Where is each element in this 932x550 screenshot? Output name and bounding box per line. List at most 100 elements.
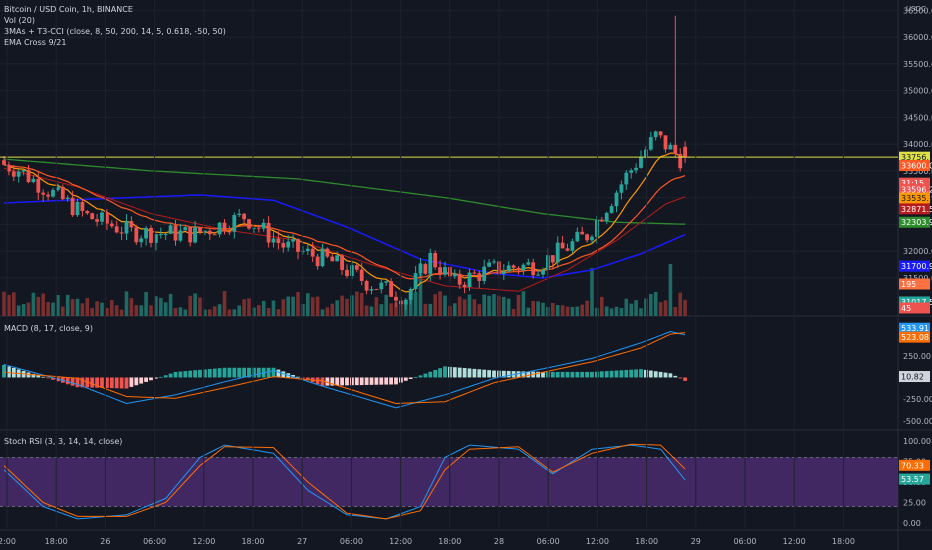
- candle-body: [129, 221, 134, 228]
- time-tick-label: 18:00: [45, 537, 68, 546]
- price-tick-label: 33500.00: [903, 167, 932, 176]
- candle-body: [403, 299, 408, 305]
- macd-histogram-bar: [320, 377, 325, 386]
- volume-bar: [477, 304, 482, 316]
- macd-histogram-bar: [536, 371, 540, 378]
- stoch-value-tag-bg: [899, 473, 930, 485]
- volume-bar: [678, 292, 682, 316]
- price-tick-label: 35000.00: [903, 87, 932, 96]
- indicator-ema-cross[interactable]: EMA Cross 9/21: [4, 38, 67, 47]
- volume-bar: [585, 300, 589, 316]
- volume-bar: [301, 304, 305, 316]
- ma100-line: [3, 194, 686, 279]
- stoch-legend[interactable]: Stoch RSI (3, 3, 14, 14, close): [4, 437, 123, 446]
- macd-histogram-bar: [2, 364, 6, 378]
- volume-bar: [95, 301, 99, 316]
- candle-body: [188, 227, 193, 243]
- macd-histogram-bar: [624, 369, 629, 378]
- macd-histogram-bar: [70, 377, 75, 386]
- candle-body: [31, 178, 36, 183]
- macd-histogram-bar: [604, 371, 609, 378]
- candle-body: [16, 171, 21, 177]
- volume-bar: [144, 292, 148, 316]
- time-tick-label: 06:00: [733, 537, 756, 546]
- macd-histogram-bar: [658, 371, 663, 378]
- macd-histogram-bar: [403, 377, 408, 381]
- macd-histogram-bar: [516, 371, 521, 378]
- price-tag-bg: [899, 192, 930, 204]
- volume-bar: [609, 308, 614, 316]
- price-tick-label: 36000.00: [903, 33, 932, 42]
- main-legend: Bitcoin / USD Coin, 1h, BINANCE Vol (20)…: [4, 4, 226, 48]
- macd-histogram-bar: [168, 373, 173, 378]
- currency-label: USDC: [906, 5, 926, 13]
- macd-histogram-bar: [281, 371, 286, 378]
- volume-bar: [526, 307, 531, 316]
- candle-body: [467, 272, 472, 288]
- candle-body: [614, 192, 619, 207]
- volume-bar: [541, 302, 545, 316]
- time-tick-label: 27: [297, 537, 307, 546]
- candle-body: [21, 170, 26, 172]
- volume-bar: [521, 291, 526, 316]
- macd-histogram-bar: [242, 367, 246, 378]
- macd-histogram-bar: [105, 377, 109, 389]
- candle-body: [158, 234, 163, 236]
- macd-histogram-bar: [345, 377, 349, 386]
- macd-histogram-bar: [418, 375, 423, 378]
- candle-body: [60, 186, 65, 200]
- candle-body: [296, 239, 300, 252]
- candle-body: [413, 273, 418, 289]
- macd-histogram-bar: [526, 371, 531, 378]
- volume-bar: [462, 299, 467, 316]
- time-tick-label: 29: [691, 537, 701, 546]
- candle-body: [41, 192, 46, 195]
- candle-body: [276, 238, 281, 243]
- volume-bar: [65, 294, 70, 316]
- candle-body: [501, 271, 506, 275]
- candle-body: [56, 186, 60, 190]
- macd-histogram-bar: [100, 377, 104, 388]
- candle-body: [570, 241, 575, 251]
- volume-bar: [281, 299, 286, 316]
- macd-histogram-bar: [369, 377, 374, 385]
- volume-bar: [492, 294, 496, 316]
- macd-histogram-bar: [565, 371, 570, 378]
- ma50-line: [3, 167, 686, 292]
- volume-bar: [325, 307, 330, 316]
- volume-tag: 45: [901, 304, 911, 313]
- macd-histogram-bar: [408, 377, 413, 379]
- candle-body: [256, 227, 261, 229]
- candle-body: [374, 289, 379, 291]
- macd-histogram-bar: [575, 371, 580, 378]
- candle-body: [315, 256, 320, 267]
- volume-bar: [257, 305, 261, 316]
- indicator-3mas[interactable]: 3MAs + T3-CCI (close, 8, 50, 200, 14, 5,…: [4, 27, 226, 36]
- time-tick-label: 2:00: [0, 537, 16, 546]
- volume-bar: [658, 302, 663, 316]
- candle-body: [526, 262, 531, 265]
- volume-ma-tag-bg: [899, 278, 930, 290]
- candle-body: [590, 236, 594, 241]
- time-tick-label: 26: [100, 537, 110, 546]
- candle-body: [457, 273, 462, 285]
- volume-bar: [673, 307, 678, 316]
- macd-histogram-bar: [477, 369, 482, 378]
- volume-bar: [227, 309, 232, 316]
- macd-histogram-bar: [443, 366, 447, 378]
- time-tick-label: 18:00: [438, 537, 461, 546]
- candle-body: [320, 248, 325, 267]
- candle-body: [438, 267, 442, 275]
- volume-bar: [2, 291, 6, 316]
- price-tag-bg: [899, 260, 930, 272]
- volume-bar: [222, 291, 227, 316]
- signal-line: [3, 332, 686, 405]
- volume-bar: [619, 307, 624, 316]
- volume-bar: [12, 292, 16, 316]
- macd-histogram-bar: [580, 371, 585, 378]
- indicator-volume[interactable]: Vol (20): [4, 16, 35, 25]
- stoch-value-tag-bg: [899, 459, 930, 471]
- macd-legend[interactable]: MACD (8, 17, close, 9): [4, 324, 93, 333]
- volume-bar: [134, 305, 139, 316]
